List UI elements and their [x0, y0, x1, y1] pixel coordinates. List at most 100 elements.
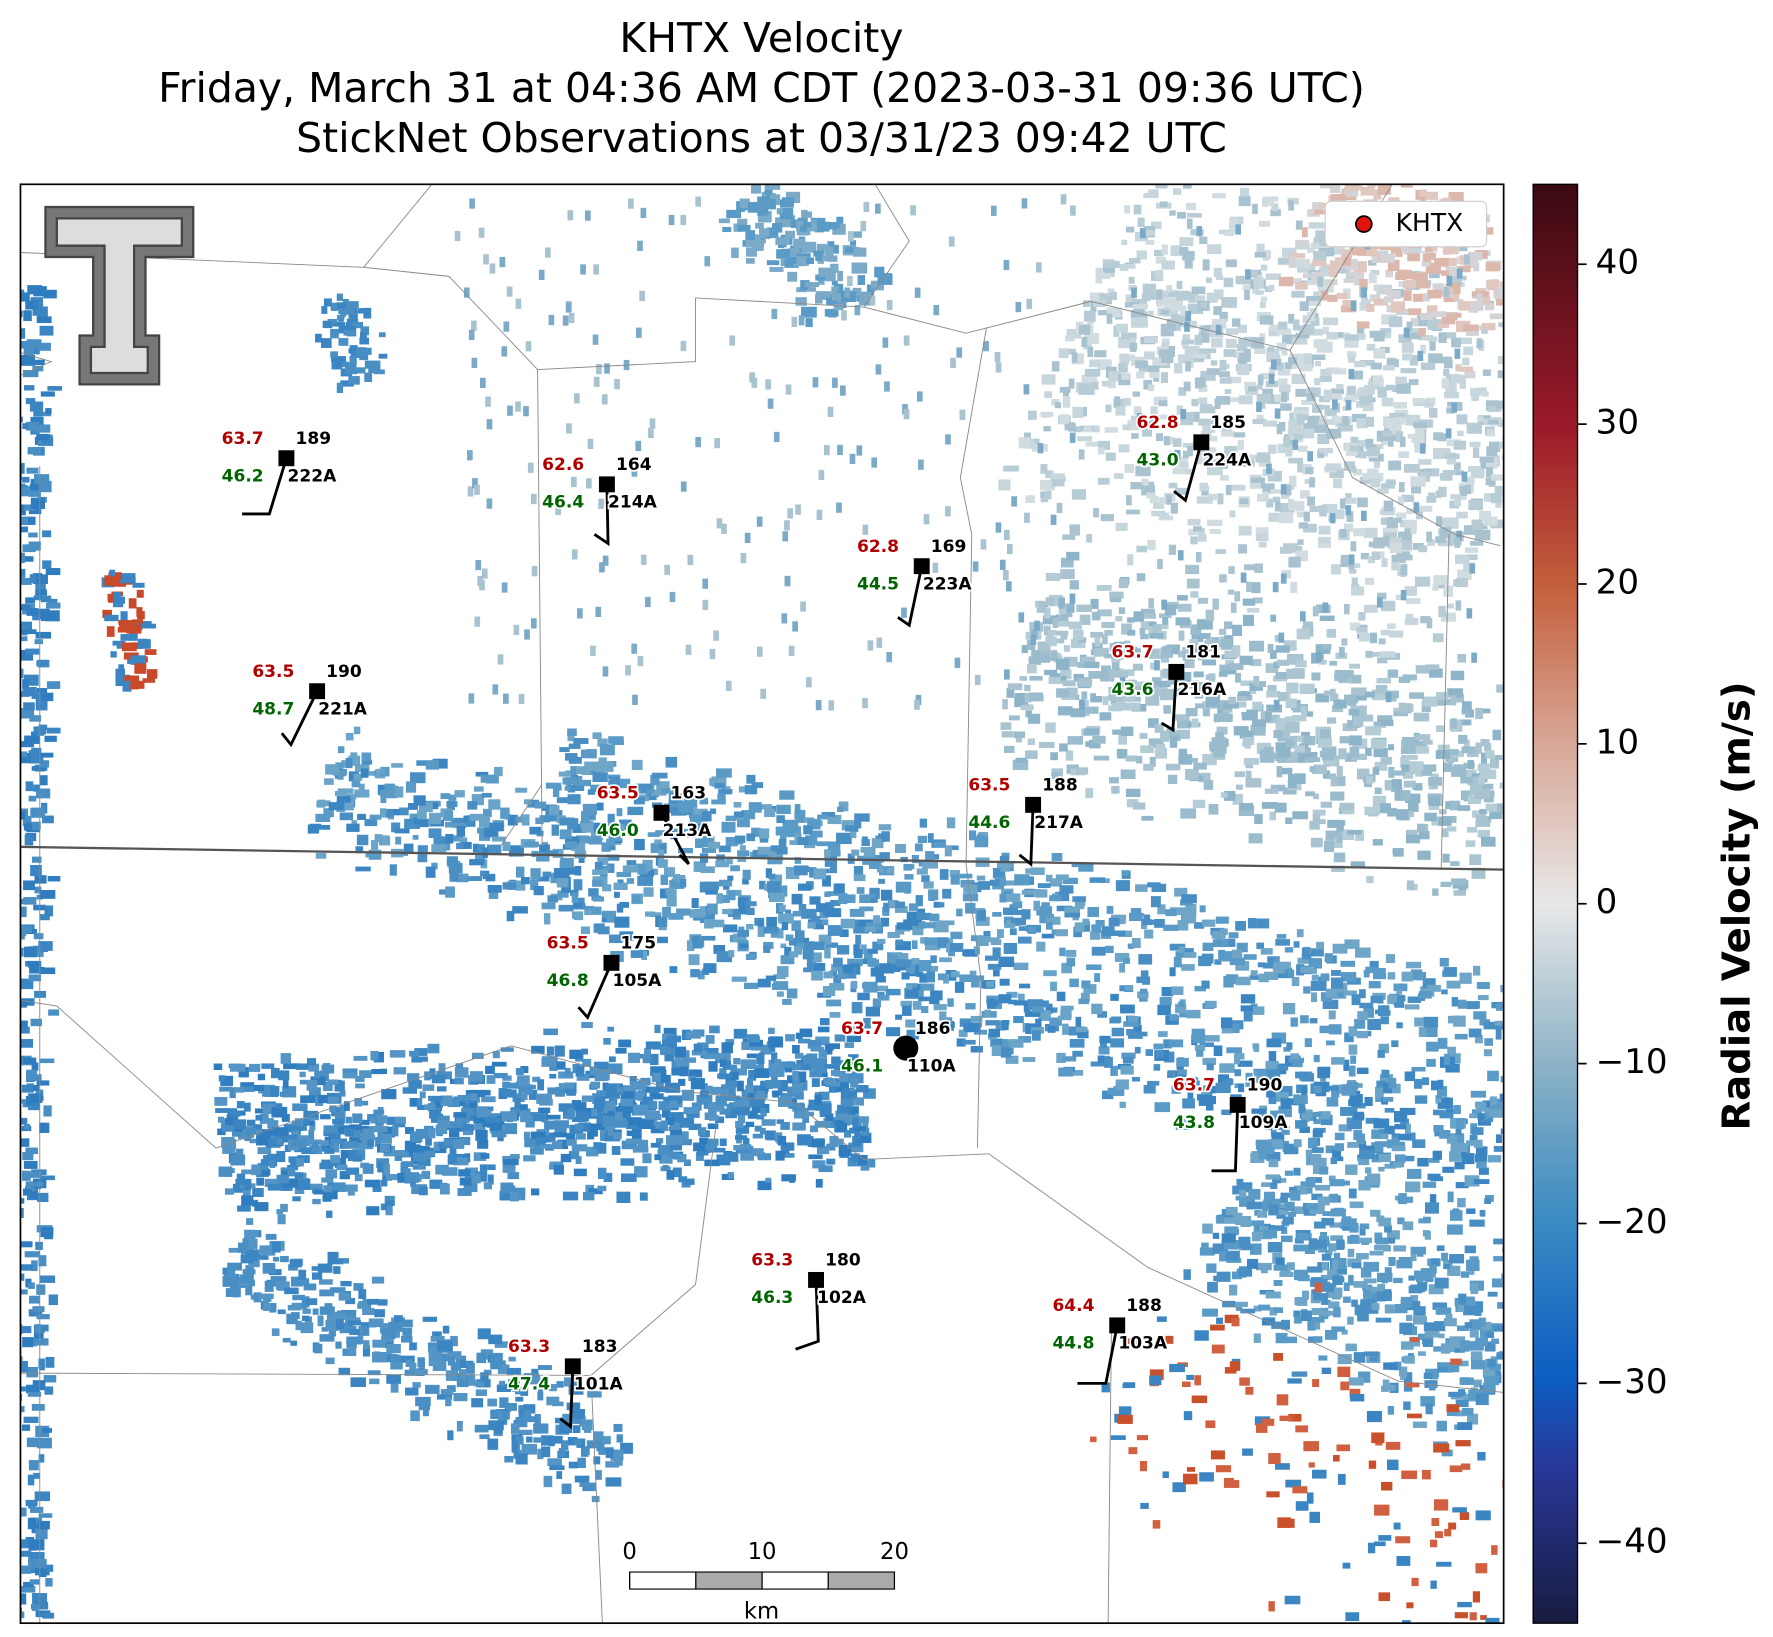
radar-echo — [1161, 341, 1169, 351]
radar-echo — [567, 734, 575, 742]
radar-echo — [1119, 985, 1130, 992]
radar-echo — [992, 947, 1001, 959]
radar-echo — [1286, 682, 1299, 694]
radar-echo — [1291, 373, 1306, 385]
radar-echo — [421, 1170, 431, 1180]
radar-echo — [1295, 258, 1310, 268]
radar-echo — [391, 763, 403, 768]
radar-echo — [668, 1152, 680, 1159]
radar-echo — [929, 998, 940, 1005]
radar-echo — [676, 1059, 690, 1067]
radar-echo — [1380, 517, 1391, 525]
radar-echo — [1255, 290, 1264, 295]
radar-echo — [1411, 1066, 1426, 1072]
radar-echo — [549, 805, 560, 816]
radar-echo — [571, 892, 579, 903]
radar-echo — [1064, 906, 1080, 917]
radar-echo — [1283, 436, 1291, 448]
radar-echo — [745, 953, 756, 960]
radar-echo — [1121, 1052, 1136, 1059]
radar-echo — [1262, 388, 1273, 397]
radar-echo — [1368, 981, 1381, 989]
radar-echo — [1450, 861, 1460, 867]
radar-echo — [472, 843, 479, 853]
radar-echo — [1393, 401, 1408, 409]
radar-echo — [1471, 389, 1479, 401]
radar-echo — [1162, 668, 1171, 677]
radar-echo — [1098, 447, 1105, 455]
radar-echo — [1163, 705, 1171, 714]
radar-echo — [328, 802, 345, 811]
radar-echo — [830, 899, 841, 907]
radar-echo — [677, 1154, 687, 1163]
radar-echo — [1301, 947, 1311, 956]
radar-echo — [319, 1070, 329, 1082]
radar-echo — [1198, 772, 1211, 783]
radar-echo — [637, 876, 654, 886]
radar-echo — [1387, 669, 1399, 678]
radar-echo — [635, 863, 650, 873]
radar-echo — [222, 1125, 234, 1132]
radar-echo — [1472, 965, 1481, 976]
radar-echo — [276, 1174, 290, 1184]
radar-echo — [516, 1193, 526, 1201]
radar-echo — [656, 1078, 664, 1088]
radar-echo — [1177, 1078, 1185, 1088]
radar-echo — [1083, 728, 1100, 736]
radar-echo — [1438, 698, 1453, 706]
radar-echo — [992, 969, 1000, 977]
radar-echo — [281, 1114, 290, 1122]
radar-echo — [549, 1073, 557, 1079]
radar-echo — [792, 1070, 799, 1081]
radar-echo — [584, 761, 600, 770]
radar-echo — [797, 883, 812, 891]
radar-echo — [1316, 341, 1333, 353]
radar-echo — [1369, 632, 1378, 644]
radar-echo — [1478, 1167, 1489, 1175]
radar-echo — [725, 1108, 737, 1119]
radar-echo — [819, 1103, 832, 1115]
radar-echo — [622, 1091, 635, 1099]
radar-echo — [686, 1031, 701, 1039]
radar-echo — [1403, 290, 1412, 301]
radar-echo — [1344, 939, 1360, 949]
radar-echo — [1323, 389, 1332, 401]
radar-echo — [20, 636, 28, 642]
radar-echo — [1202, 942, 1214, 952]
radar-echo — [264, 1178, 280, 1187]
radar-echo — [353, 1055, 368, 1061]
radar-echo — [657, 917, 668, 927]
radar-echo — [1213, 306, 1222, 316]
radar-echo — [826, 999, 842, 1007]
radar-echo — [839, 929, 849, 938]
radar-echo — [756, 1090, 766, 1101]
radar-echo — [1124, 354, 1136, 361]
radar-echo — [809, 1070, 823, 1078]
radar-echo — [774, 1059, 781, 1070]
radar-echo — [324, 1147, 335, 1154]
radar-echo — [744, 785, 758, 795]
radar-echo — [1160, 309, 1170, 315]
radar-echo — [1334, 177, 1350, 184]
radar-echo — [1171, 314, 1187, 324]
radar-echo — [1402, 771, 1414, 779]
radar-echo — [1124, 646, 1138, 658]
radar-echo — [1454, 554, 1470, 565]
radar-echo — [1356, 418, 1368, 429]
radar-echo — [1349, 445, 1361, 452]
radar-echo — [1425, 397, 1436, 406]
radar-echo — [1005, 1055, 1019, 1064]
radar-echo — [831, 963, 842, 972]
radar-echo — [1343, 523, 1354, 532]
radar-echo — [1080, 992, 1090, 1002]
radar-echo — [1329, 266, 1338, 278]
radar-echo — [1125, 226, 1135, 233]
radar-echo — [1359, 1002, 1374, 1009]
radar-echo — [567, 1108, 575, 1120]
radar-echo — [553, 1164, 564, 1175]
radar-echo — [1342, 164, 1354, 169]
radar-echo — [1045, 874, 1053, 882]
radar-echo — [1455, 1182, 1469, 1189]
radar-echo — [1115, 1079, 1129, 1090]
radar-echo — [1096, 609, 1112, 617]
